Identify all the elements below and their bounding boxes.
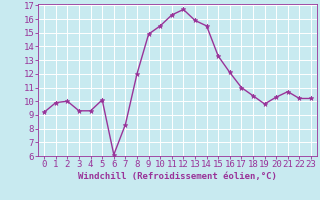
X-axis label: Windchill (Refroidissement éolien,°C): Windchill (Refroidissement éolien,°C) (78, 172, 277, 181)
